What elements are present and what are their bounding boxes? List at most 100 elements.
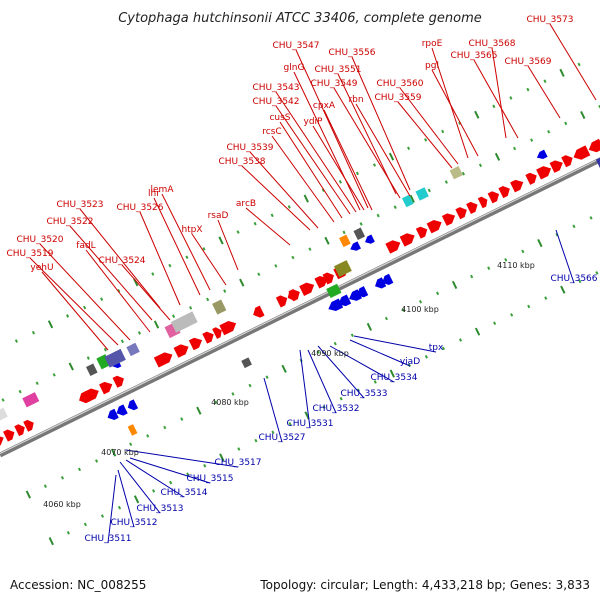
- forward-gene-arrow: [112, 375, 124, 388]
- feature-box: [22, 392, 40, 408]
- tick-mark: [146, 434, 150, 438]
- forward-gene-arrow: [498, 186, 510, 199]
- forward-gene-label: CHU_3511: [84, 534, 131, 544]
- forward-gene-arrow: [561, 155, 573, 168]
- kbp-scale-label: 4080 kbp: [211, 398, 249, 407]
- tick-mark: [526, 87, 530, 92]
- reverse-gene-label: CHU_3569: [504, 57, 551, 67]
- tick-mark: [83, 305, 87, 310]
- feature-box: [170, 311, 198, 333]
- forward-gene-label-leader: [555, 229, 575, 284]
- tick-mark: [350, 333, 354, 338]
- forward-gene-arrow: [466, 201, 478, 214]
- tick-mark: [110, 448, 117, 457]
- tick-mark: [436, 291, 440, 296]
- kbp-scale-label: 4100 kbp: [401, 305, 439, 314]
- forward-gene-label-leader: [353, 335, 437, 353]
- tick-mark: [218, 236, 224, 245]
- tick-mark: [338, 180, 342, 184]
- forward-gene-label: CHU_3531: [286, 419, 333, 429]
- reverse-gene-label-leader: [275, 105, 351, 215]
- forward-gene-arrow: [3, 429, 15, 442]
- tick-mark: [86, 356, 90, 360]
- tick-mark: [322, 405, 326, 409]
- reverse-gene-label: pgl: [425, 61, 439, 71]
- kbp-scale-label: 4110 kbp: [497, 261, 535, 270]
- forward-gene-label: CHU_3514: [160, 488, 207, 498]
- forward-gene-arrow: [219, 321, 237, 336]
- tick-mark: [478, 163, 483, 168]
- tick-mark: [407, 146, 411, 151]
- reverse-gene-label: CHU_3568: [468, 39, 515, 49]
- reverse-gene-label: rpoE: [422, 39, 443, 49]
- reverse-gene-label-leader: [337, 73, 397, 195]
- tick-mark: [424, 138, 428, 142]
- tick-mark: [560, 285, 566, 294]
- reverse-gene-label: CHU_3543: [252, 83, 299, 93]
- tick-mark: [572, 224, 576, 229]
- feature-box: [339, 234, 351, 248]
- reverse-gene-label: CHU_3560: [376, 79, 423, 89]
- forward-gene-label: CHU_3513: [136, 504, 183, 514]
- tick-mark: [52, 373, 56, 377]
- tick-mark: [180, 417, 184, 421]
- reverse-gene-label: CHU_3524: [98, 256, 145, 266]
- reverse-gene-label-leader: [527, 65, 561, 119]
- reverse-gene-label-leader: [491, 47, 507, 139]
- reverse-gene-label-leader: [153, 197, 201, 296]
- forward-gene-label-leader: [329, 345, 395, 383]
- reverse-gene-arrow: [382, 273, 394, 285]
- tick-mark: [388, 152, 395, 161]
- tick-mark: [151, 272, 155, 276]
- reverse-gene-label: CHU_3526: [116, 203, 163, 213]
- forward-gene-label-leader: [307, 349, 337, 414]
- reverse-gene-label: ydiP: [304, 117, 324, 127]
- reverse-gene-label-leader: [241, 165, 311, 231]
- tick-mark: [316, 350, 320, 354]
- reverse-gene-label: CHU_3538: [218, 157, 265, 167]
- tick-mark: [427, 188, 431, 193]
- tick-mark: [424, 354, 428, 359]
- reverse-gene-label-leader: [312, 125, 365, 211]
- tick-mark: [274, 264, 278, 268]
- forward-gene-arrow: [549, 160, 563, 173]
- reverse-gene-label-leader: [431, 47, 469, 159]
- forward-gene-label-leader: [117, 469, 135, 528]
- tick-mark: [559, 68, 565, 77]
- tick-mark: [202, 247, 206, 251]
- feature-box: [0, 407, 8, 421]
- forward-gene-arrow: [153, 352, 173, 368]
- tick-mark: [510, 313, 514, 317]
- feature-box: [326, 283, 342, 299]
- reverse-gene-label-leader: [161, 193, 211, 291]
- tick-mark: [521, 249, 525, 254]
- reverse-gene-label-leader: [275, 91, 357, 213]
- reverse-gene-label: CHU_3551: [314, 65, 361, 75]
- forward-gene-arrow: [385, 240, 401, 254]
- forward-gene-label: tpx: [429, 343, 444, 353]
- tick-mark: [287, 205, 291, 209]
- reverse-gene-label-leader: [279, 121, 343, 219]
- forward-gene-label: CHU_3532: [312, 404, 359, 414]
- forward-gene-arrow: [455, 207, 467, 220]
- tick-mark: [291, 255, 295, 260]
- reverse-gene-label: CHU_3519: [6, 249, 53, 259]
- tick-mark: [461, 171, 465, 176]
- tick-mark: [441, 346, 446, 351]
- tick-mark: [356, 388, 360, 393]
- tick-mark: [117, 505, 122, 510]
- reverse-gene-arrow: [375, 277, 387, 289]
- reverse-gene-label-leader: [245, 207, 291, 246]
- forward-gene-arrow: [99, 381, 113, 395]
- tick-mark: [219, 453, 225, 462]
- forward-gene-arrow: [426, 219, 442, 234]
- tick-mark: [203, 463, 207, 468]
- tick-mark: [372, 163, 377, 167]
- reverse-gene-label-leader: [249, 151, 319, 229]
- tick-mark: [265, 375, 269, 379]
- tick-mark: [474, 110, 480, 119]
- tick-mark: [409, 194, 415, 203]
- tick-mark: [373, 380, 377, 384]
- tick-mark: [530, 138, 534, 142]
- tick-mark: [83, 522, 87, 527]
